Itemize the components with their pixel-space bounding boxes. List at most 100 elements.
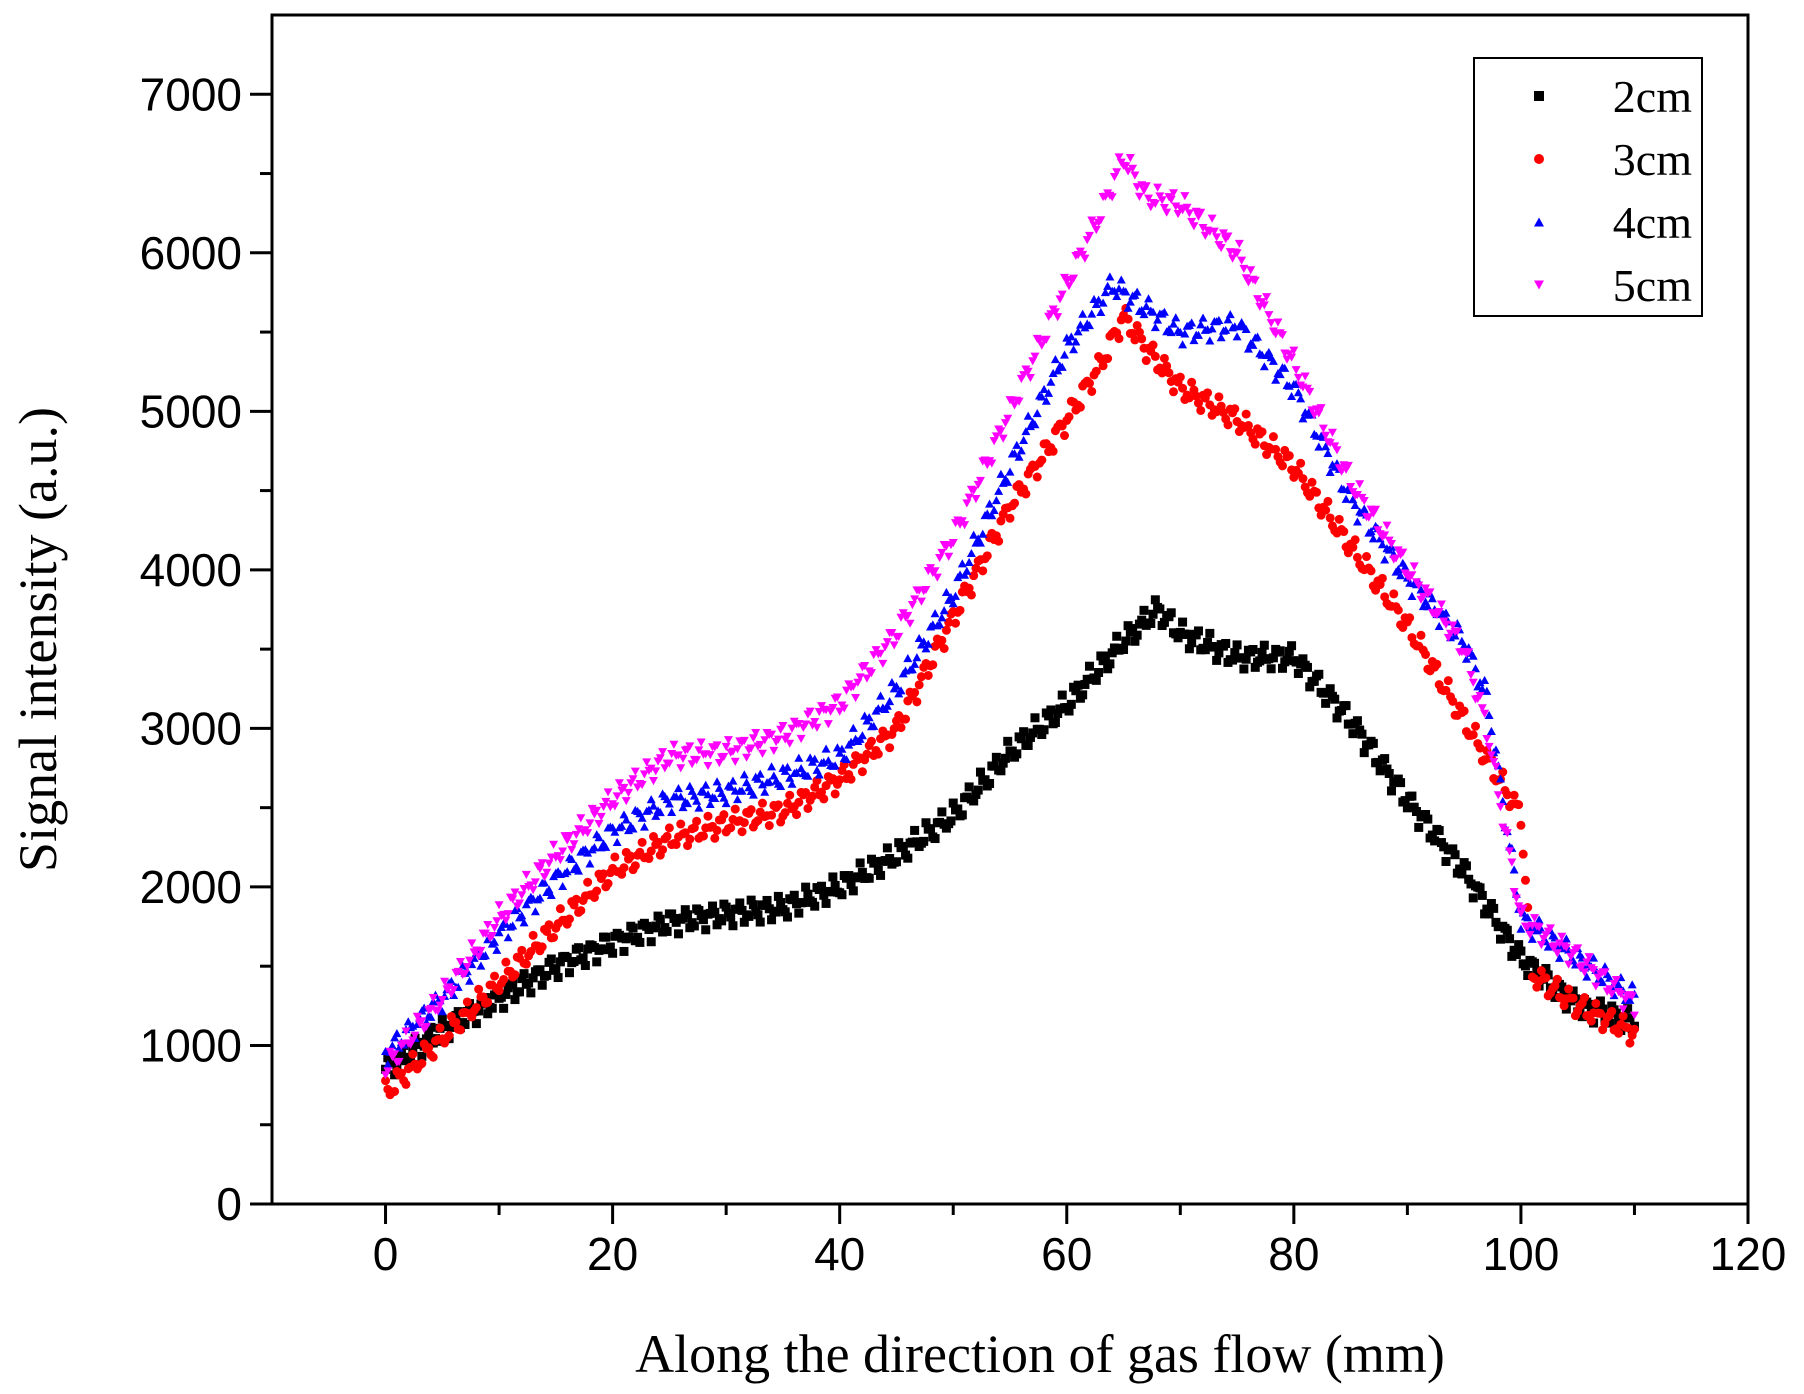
data-point [1243,278,1253,287]
data-point [1330,694,1340,704]
data-point [1595,996,1605,1006]
data-point [1116,275,1126,284]
data-point [1198,313,1208,322]
data-point [969,571,979,581]
data-point [1100,287,1110,297]
data-point [1530,914,1540,923]
data-point [1096,651,1106,661]
data-point [1159,353,1169,363]
data-point [537,859,547,868]
data-point [921,818,931,828]
data-point [957,810,967,820]
data-point [1568,993,1578,1003]
data-point [923,670,933,680]
data-point [630,861,640,871]
data-point [680,828,690,838]
y-tick-label: 5000 [140,385,242,437]
data-point [1629,1024,1639,1034]
data-point [1275,369,1285,379]
data-point [1536,966,1546,976]
data-point [1187,217,1197,226]
data-point [539,878,549,887]
data-point [819,890,829,900]
data-point [673,783,683,793]
data-point [844,871,854,881]
data-point [626,851,636,861]
data-point [555,957,565,967]
data-point [1480,675,1490,685]
data-point [801,787,811,797]
data-point [819,794,829,804]
x-axis-title: Along the direction of gas flow (mm) [635,1324,1445,1384]
data-point [1105,272,1115,281]
data-point [989,505,999,514]
data-point [428,1052,438,1062]
data-point [910,595,920,604]
data-point [1078,690,1088,700]
data-point [782,912,792,922]
data-point [994,536,1004,546]
data-point [401,1079,411,1089]
data-point [1584,999,1594,1009]
data-point [1466,879,1476,889]
data-point [941,587,951,596]
data-point [1268,356,1278,365]
data-point [966,590,976,600]
data-point [794,719,804,729]
legend-marker [1534,217,1544,227]
data-point [694,803,704,812]
data-point [628,923,638,933]
data-point [1257,427,1267,437]
data-point [719,752,729,761]
data-point [798,898,808,908]
data-point [1432,659,1442,669]
data-point [744,911,754,921]
data-point [964,583,974,593]
data-point [1130,636,1140,646]
data-point [871,646,881,655]
data-point [1386,540,1396,549]
data-point [1212,655,1222,665]
data-point [637,813,647,822]
data-point [1402,803,1412,813]
data-point [941,625,951,635]
data-point [701,925,711,935]
data-point [1368,738,1378,748]
data-point [1098,361,1108,371]
data-point [1098,656,1108,666]
data-point [1046,705,1056,715]
data-point [1321,505,1331,515]
data-point [1484,742,1494,751]
data-point [1482,734,1492,744]
data-point [585,859,595,868]
data-point [1041,396,1051,405]
data-point [719,810,729,820]
data-point [1421,649,1431,659]
data-point [1023,367,1033,376]
data-point [1014,452,1024,461]
data-point [1298,474,1308,484]
data-point [1046,377,1056,386]
data-point [669,740,679,749]
data-point [1178,617,1188,627]
data-point [658,748,668,757]
data-point [830,880,840,890]
data-point [982,551,992,561]
data-point [1205,628,1215,638]
data-point [762,895,772,905]
data-point [1425,588,1435,597]
data-point [721,799,731,808]
x-tick-label: 20 [587,1228,638,1280]
data-point [803,889,813,899]
data-point [1580,992,1590,1002]
y-tick-label: 3000 [140,702,242,754]
data-point [1057,690,1067,700]
legend-label: 2cm [1613,71,1692,122]
data-point [748,900,758,910]
data-point [1423,602,1433,611]
data-point [1377,540,1387,549]
data-point [555,904,565,914]
data-point [528,886,538,895]
data-point [1084,321,1094,330]
data-point [1495,774,1505,783]
